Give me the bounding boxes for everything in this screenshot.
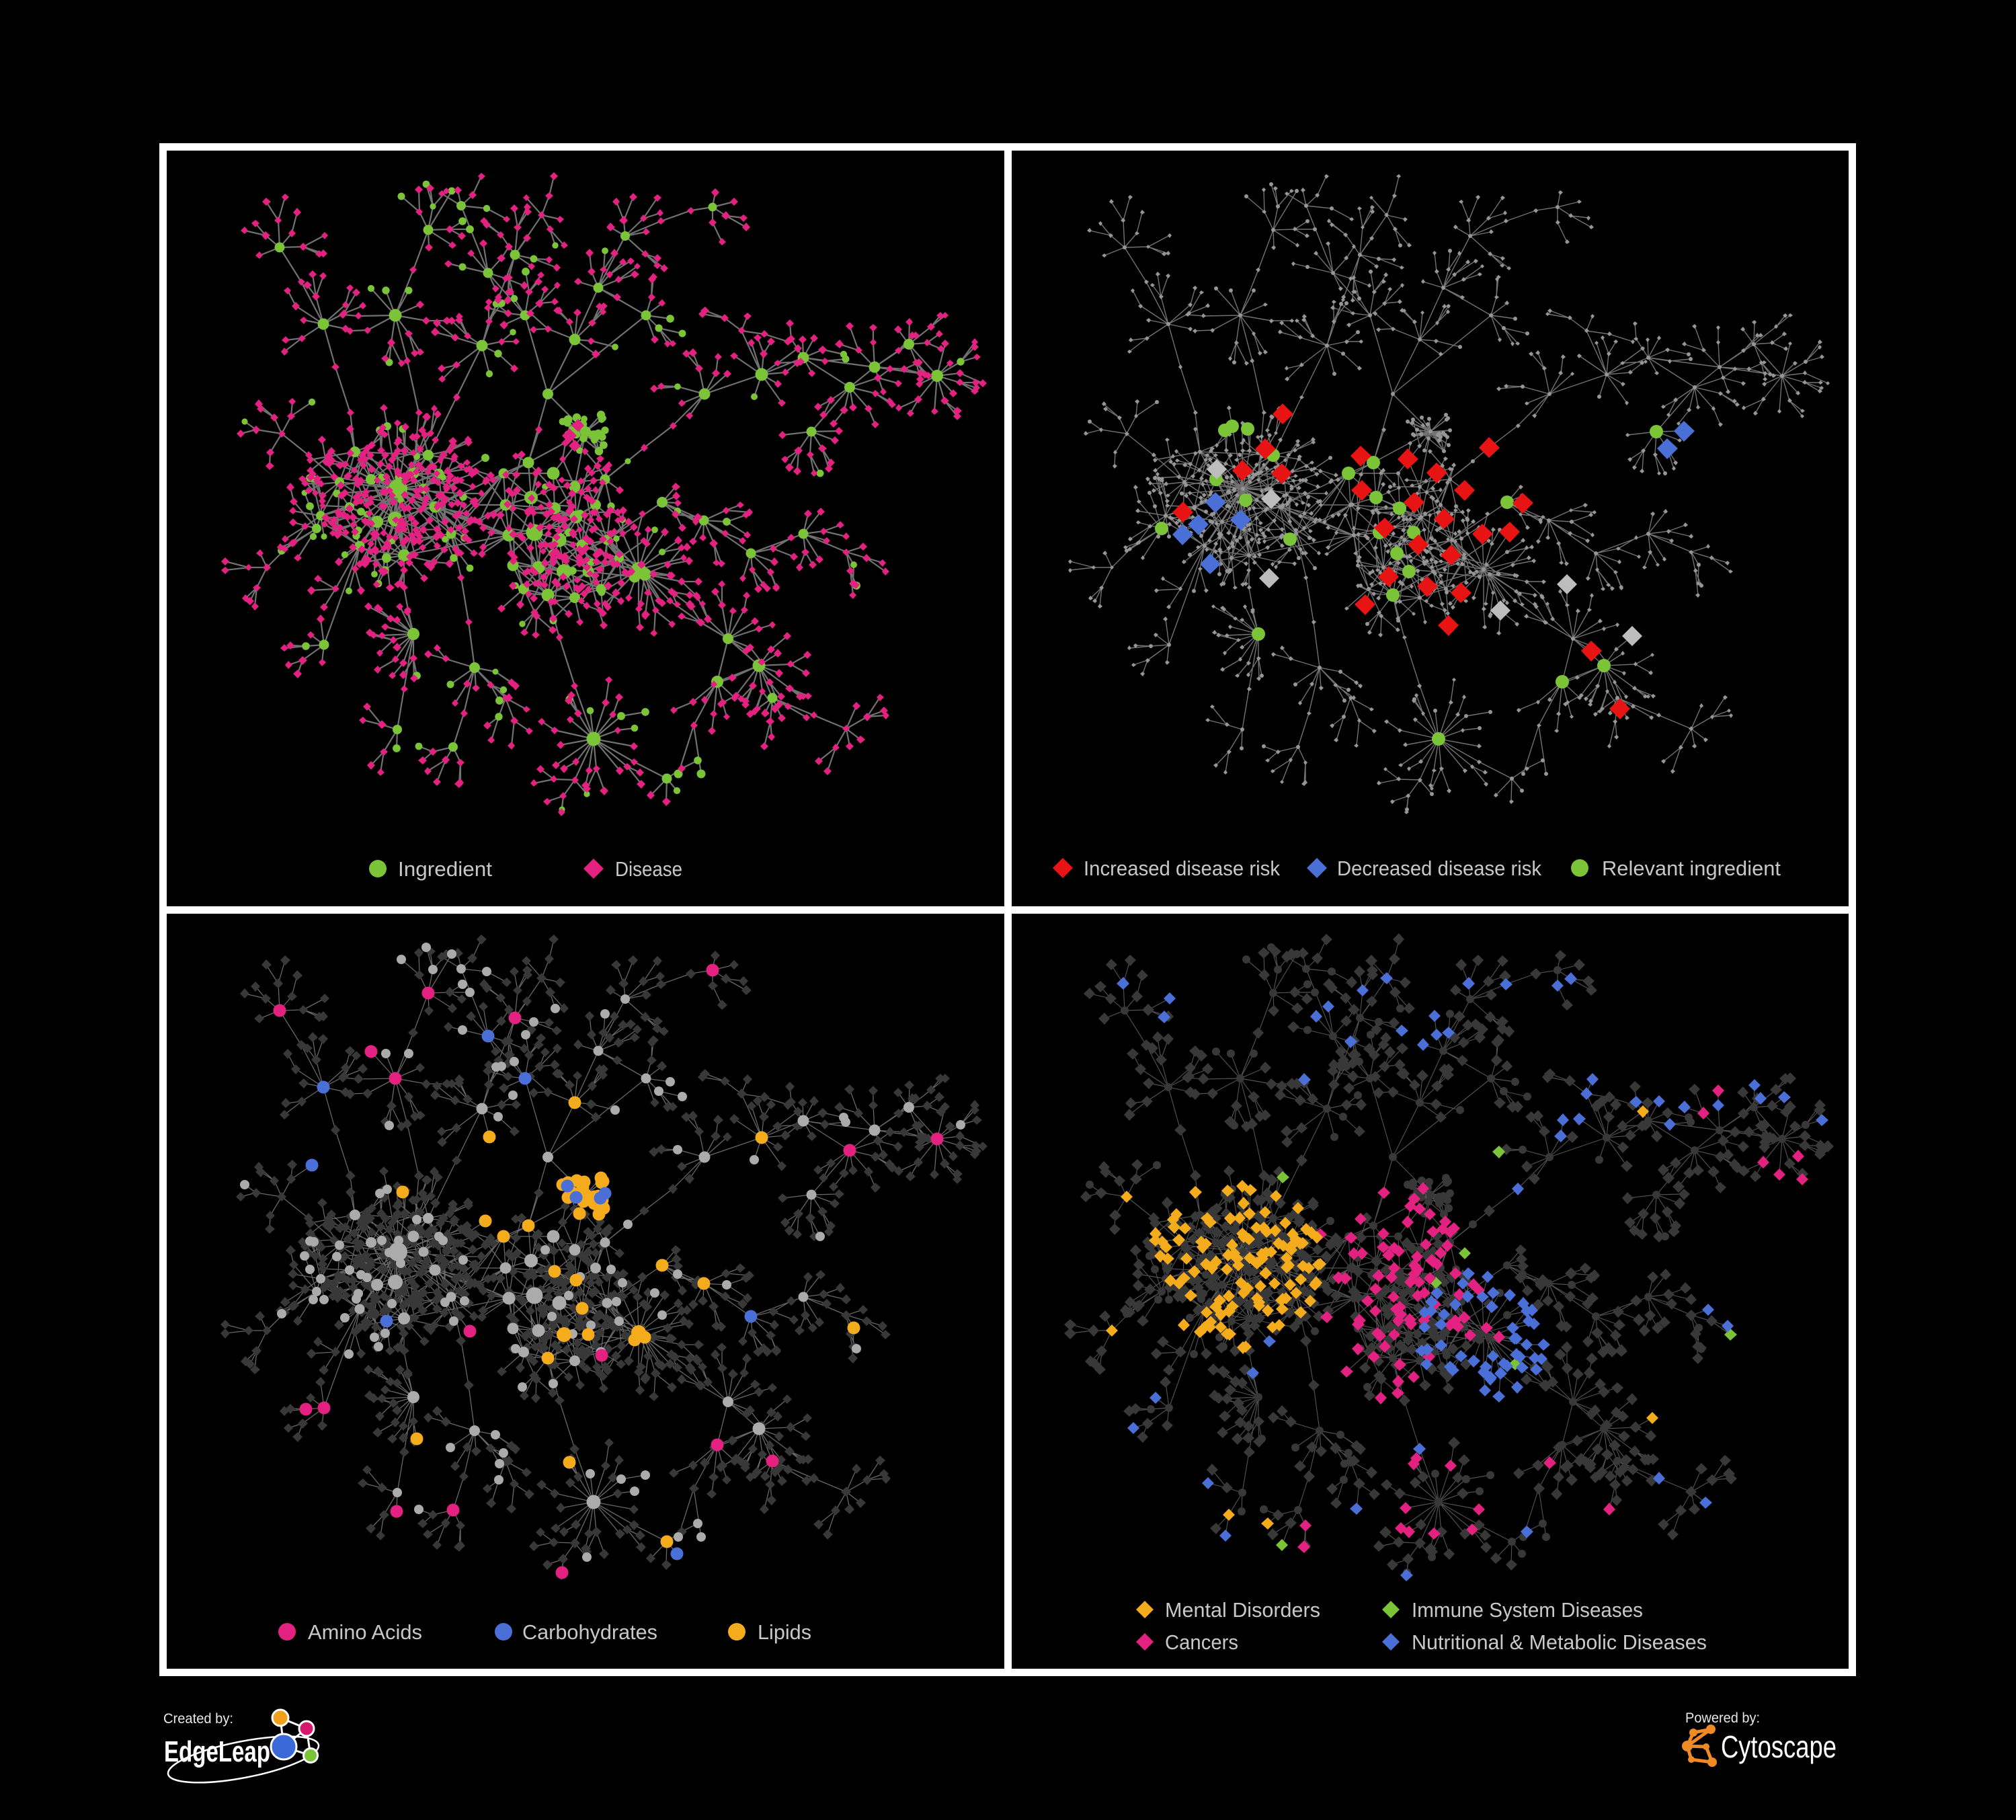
svg-text:Nutritional & Metabolic Diseas: Nutritional & Metabolic Diseases: [1412, 1630, 1707, 1654]
svg-text:Carbohydrates: Carbohydrates: [522, 1620, 657, 1644]
svg-text:Cytoscape: Cytoscape: [1721, 1729, 1837, 1764]
svg-text:Lipids: Lipids: [758, 1620, 811, 1644]
svg-text:Immune System Diseases: Immune System Diseases: [1412, 1598, 1643, 1622]
svg-text:Created by:: Created by:: [163, 1711, 233, 1727]
svg-text:Increased disease risk: Increased disease risk: [1084, 857, 1280, 880]
svg-text:Powered by:: Powered by:: [1685, 1710, 1760, 1726]
svg-text:Cancers: Cancers: [1165, 1630, 1238, 1654]
svg-text:EdgeLeap: EdgeLeap: [164, 1735, 270, 1768]
svg-text:Amino Acids: Amino Acids: [308, 1620, 422, 1644]
svg-text:Disease: Disease: [615, 857, 682, 881]
svg-text:Relevant ingredient: Relevant ingredient: [1602, 857, 1781, 880]
svg-text:Mental Disorders: Mental Disorders: [1165, 1598, 1320, 1622]
svg-text:Ingredient: Ingredient: [398, 857, 492, 881]
svg-text:Decreased disease risk: Decreased disease risk: [1337, 857, 1541, 880]
